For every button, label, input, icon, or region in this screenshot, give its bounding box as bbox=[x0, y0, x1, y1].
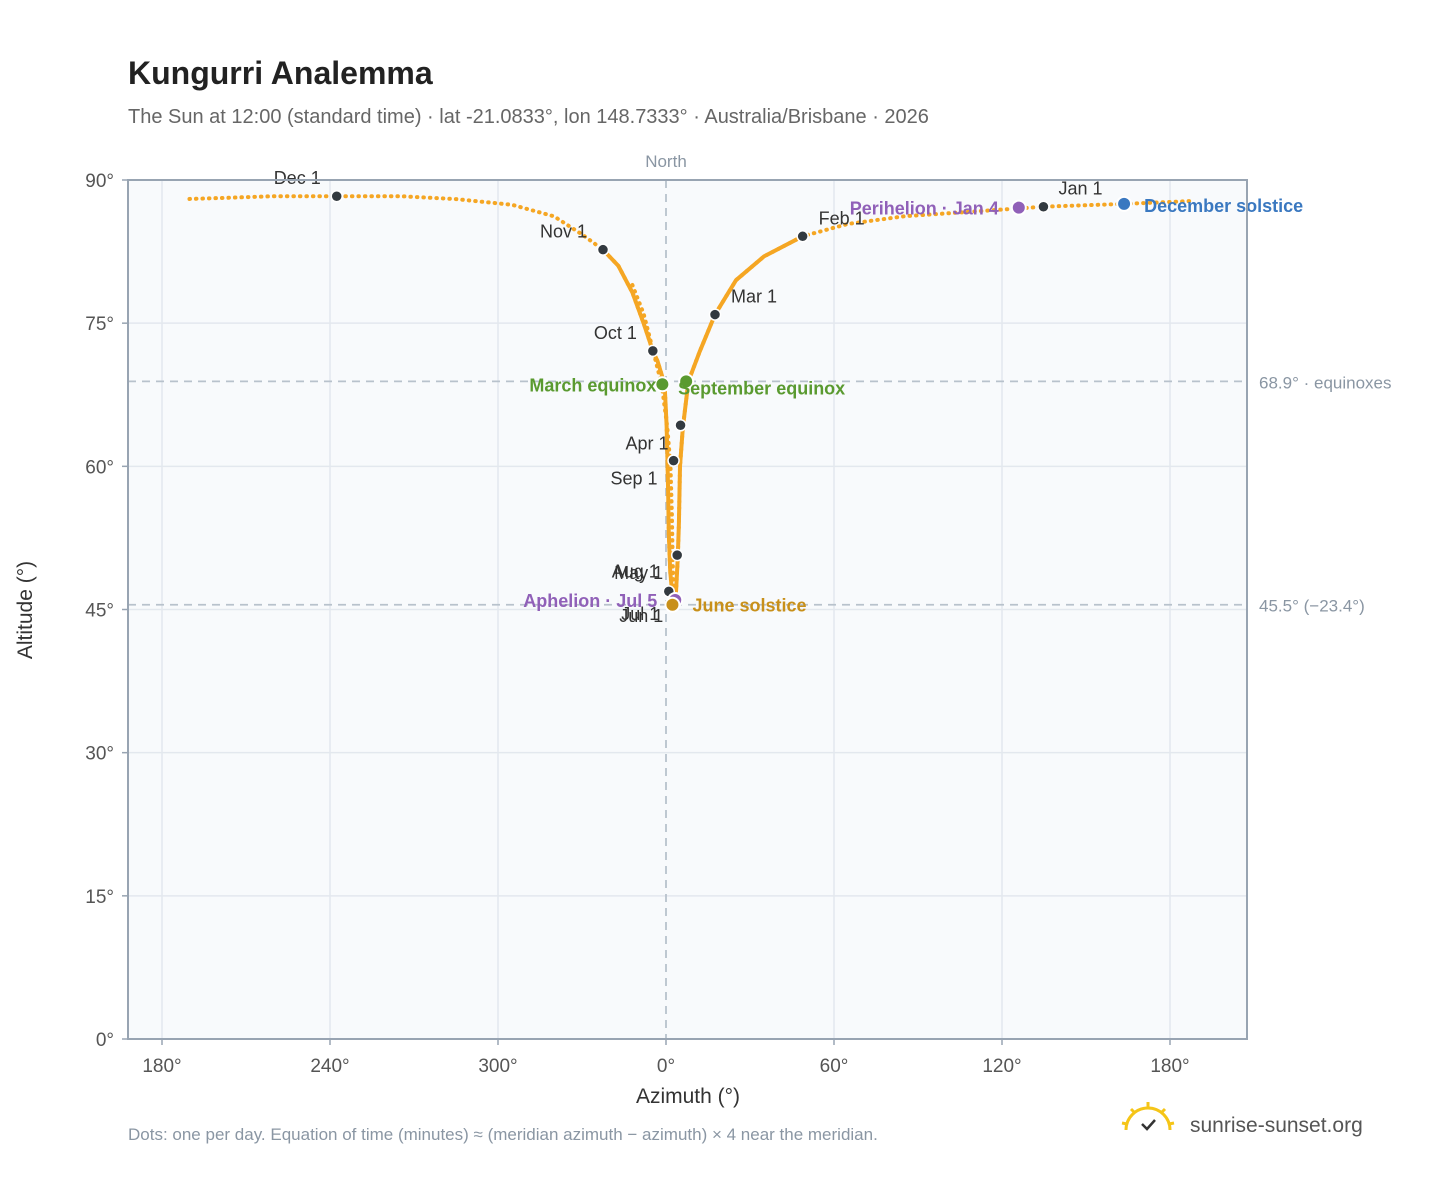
x-tick-label: 300° bbox=[478, 1056, 517, 1077]
y-tick-label: 45° bbox=[85, 601, 114, 622]
brand-logo: sunrise-sunset.org bbox=[1121, 1102, 1363, 1137]
event-marker bbox=[664, 596, 681, 613]
chart-title: Kungurri Analemma bbox=[128, 55, 433, 91]
x-tick-label: 180° bbox=[142, 1056, 181, 1077]
y-tick-label: 75° bbox=[85, 314, 114, 335]
month-marker-label: Oct 1 bbox=[594, 323, 637, 343]
month-marker bbox=[596, 243, 610, 256]
event-marker-label: December solstice bbox=[1144, 196, 1303, 216]
month-marker-label: Nov 1 bbox=[540, 222, 587, 242]
y-axis-title: Altitude (°) bbox=[14, 561, 37, 659]
month-marker-label: May 1 bbox=[614, 563, 663, 583]
event-marker bbox=[678, 373, 695, 390]
x-tick-label: 60° bbox=[820, 1056, 849, 1077]
month-marker bbox=[708, 308, 722, 321]
month-marker bbox=[796, 230, 809, 243]
north-label: North bbox=[645, 152, 687, 171]
reference-lines: 68.9° · equinoxes 45.5° (−23.4°) bbox=[128, 180, 1392, 1039]
event-marker bbox=[1116, 195, 1133, 212]
axes: 0° 15° 30° 45° 60° 75° 90° 180° 240° 300° 0° 60° 120… bbox=[85, 171, 1189, 1077]
chart-subtitle: The Sun at 12:00 (standard time) · lat -… bbox=[128, 106, 929, 128]
month-marker bbox=[330, 189, 343, 203]
month-marker-label: Jun 1 bbox=[619, 606, 663, 626]
event-marker-label: September equinox bbox=[678, 378, 845, 398]
event-marker-label: June solstice bbox=[692, 596, 806, 616]
month-marker-label: Sep 1 bbox=[611, 469, 658, 489]
month-marker-label: Dec 1 bbox=[274, 168, 321, 188]
month-marker bbox=[670, 548, 684, 562]
x-tick-label: 180° bbox=[1150, 1056, 1189, 1077]
x-axis-title: Azimuth (°) bbox=[636, 1085, 740, 1108]
month-marker bbox=[674, 419, 687, 432]
footnote: Dots: one per day. Equation of time (min… bbox=[128, 1125, 878, 1144]
sun-icon bbox=[1121, 1102, 1175, 1131]
event-marker-label: March equinox bbox=[529, 375, 656, 395]
month-marker-label: Feb 1 bbox=[819, 208, 865, 228]
grid bbox=[128, 180, 1247, 1039]
reference-line-label: 45.5° (−23.4°) bbox=[1259, 597, 1365, 616]
month-marker bbox=[667, 454, 680, 467]
event-marker-label: Aphelion · Jul 5 bbox=[523, 591, 657, 611]
x-tick-label: 240° bbox=[310, 1056, 349, 1077]
month-marker-label: Aug 1 bbox=[612, 561, 659, 581]
y-tick-label: 15° bbox=[85, 887, 114, 908]
month-marker-label: Apr 1 bbox=[626, 433, 669, 453]
y-tick-label: 30° bbox=[85, 744, 114, 765]
brand-name: sunrise-sunset.org bbox=[1190, 1114, 1363, 1137]
month-marker bbox=[646, 344, 660, 358]
y-tick-label: 60° bbox=[85, 457, 114, 478]
month-marker bbox=[1037, 200, 1050, 213]
reference-line-label: 68.9° · equinoxes bbox=[1259, 373, 1392, 392]
x-tick-label: 0° bbox=[657, 1056, 675, 1077]
event-marker bbox=[1010, 199, 1027, 216]
event-marker-label: Perihelion · Jan 4 bbox=[850, 199, 999, 219]
month-marker-label: Jan 1 bbox=[1058, 179, 1102, 199]
event-marker bbox=[654, 376, 671, 393]
month-marker-label: Jul 1 bbox=[621, 604, 659, 624]
month-marker-label: Mar 1 bbox=[731, 287, 777, 307]
x-tick-label: 120° bbox=[982, 1056, 1021, 1077]
y-tick-label: 0° bbox=[96, 1030, 114, 1051]
y-tick-label: 90° bbox=[85, 171, 114, 192]
